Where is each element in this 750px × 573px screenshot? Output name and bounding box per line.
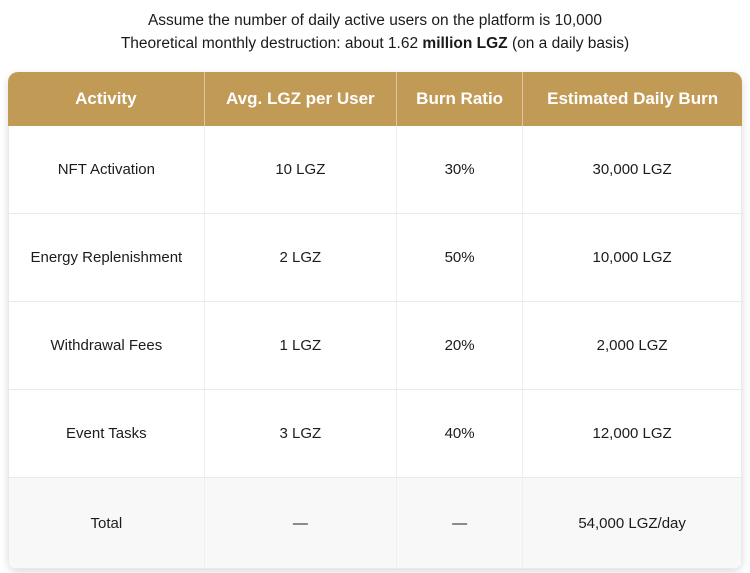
table-cell: 10,000 LGZ [523, 213, 742, 301]
table-cell: — [397, 477, 524, 569]
table-cell: Total [8, 477, 205, 569]
table-cell: 50% [397, 213, 524, 301]
table-cell: NFT Activation [8, 126, 205, 213]
table-cell: 40% [397, 389, 524, 477]
caption-line-2-bold: million LGZ [422, 35, 508, 52]
table-cell: Energy Replenishment [8, 213, 205, 301]
table-cell: 10 LGZ [204, 126, 397, 213]
header-cell-burn-ratio: Burn Ratio [397, 72, 524, 126]
table-cell: 30,000 LGZ [523, 126, 742, 213]
header-cell-estimated-daily-burn: Estimated Daily Burn [523, 72, 742, 126]
table-cell: Event Tasks [8, 389, 205, 477]
caption-line-2: Theoretical monthly destruction: about 1… [0, 32, 750, 55]
table-cell: 3 LGZ [204, 389, 397, 477]
header-cell-activity: Activity [8, 72, 205, 126]
table-cell: 1 LGZ [204, 301, 397, 389]
table-cell: 2 LGZ [204, 213, 397, 301]
table-cell: Withdrawal Fees [8, 301, 205, 389]
burn-table: Activity Avg. LGZ per User Burn Ratio Es… [8, 72, 742, 569]
header-cell-avg-lgz-per-user: Avg. LGZ per User [204, 72, 397, 126]
table-cell: 2,000 LGZ [523, 301, 742, 389]
burn-table-grid: Activity Avg. LGZ per User Burn Ratio Es… [8, 72, 742, 569]
table-row: NFT Activation 10 LGZ 30% 30,000 LGZ [8, 126, 742, 213]
caption-line-2-suffix: (on a daily basis) [507, 35, 630, 52]
table-cell: 12,000 LGZ [523, 389, 742, 477]
table-row: Energy Replenishment 2 LGZ 50% 10,000 LG… [8, 213, 742, 301]
table-cell: 54,000 LGZ/day [523, 477, 742, 569]
table-row-total: Total — — 54,000 LGZ/day [8, 477, 742, 569]
table-cell: 30% [397, 126, 524, 213]
table-row: Withdrawal Fees 1 LGZ 20% 2,000 LGZ [8, 301, 742, 389]
caption-line-1: Assume the number of daily active users … [147, 12, 603, 29]
caption-line-2-prefix: Theoretical monthly destruction: about 1… [120, 35, 423, 52]
table-row: Event Tasks 3 LGZ 40% 12,000 LGZ [8, 389, 742, 477]
caption: Assume the number of daily active users … [0, 0, 750, 55]
table-header-row: Activity Avg. LGZ per User Burn Ratio Es… [8, 72, 742, 126]
table-cell: — [204, 477, 397, 569]
table-cell: 20% [397, 301, 524, 389]
